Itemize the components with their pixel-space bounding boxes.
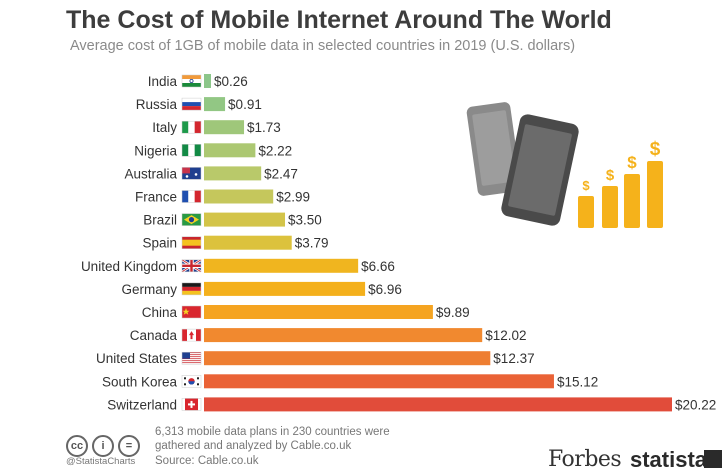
flag-france-icon	[181, 190, 202, 203]
value-label: $2.99	[276, 190, 310, 205]
flag-nigeria-icon	[181, 144, 202, 157]
flag-uk-icon	[181, 258, 202, 273]
category-label: Italy	[152, 120, 177, 135]
flag-usa-icon	[181, 351, 202, 365]
category-label: South Korea	[102, 374, 178, 389]
category-label: France	[135, 190, 177, 205]
flag-russia-icon	[181, 97, 202, 111]
bar	[204, 189, 274, 204]
bar	[204, 235, 292, 250]
value-label: $2.22	[258, 143, 292, 158]
statista-handle: @StatistaCharts	[66, 456, 136, 467]
category-label: Russia	[136, 97, 178, 112]
category-label: Spain	[142, 236, 177, 251]
bar	[204, 74, 211, 88]
category-label: Germany	[121, 282, 177, 297]
flag-canada-icon	[181, 328, 202, 342]
category-label: United States	[96, 351, 177, 366]
flag-switzerland-icon	[181, 398, 202, 411]
flag-spain-icon	[181, 236, 202, 249]
source-text: Source: Cable.co.uk	[155, 455, 259, 467]
value-label: $12.37	[493, 351, 534, 366]
category-label: Brazil	[143, 213, 177, 228]
cc-license-icon: cc	[66, 435, 88, 457]
value-label: $9.89	[436, 305, 470, 320]
category-label: Nigeria	[134, 143, 177, 158]
bar	[204, 166, 262, 181]
bar	[204, 328, 483, 343]
value-label: $20.22	[675, 397, 716, 412]
value-label: $6.66	[361, 259, 395, 274]
category-label: Canada	[130, 328, 178, 343]
category-label: China	[142, 305, 178, 320]
value-label: $3.79	[295, 236, 329, 251]
bar	[204, 397, 672, 412]
category-label: Australia	[124, 166, 177, 181]
bar	[204, 374, 554, 389]
chart-subtitle: Average cost of 1GB of mobile data in se…	[70, 38, 576, 54]
value-label: $12.02	[485, 328, 526, 343]
svg-text:$: $	[650, 139, 661, 160]
bar	[204, 120, 245, 135]
value-label: $0.91	[228, 97, 262, 112]
bar	[204, 143, 256, 158]
flag-australia-icon	[181, 167, 202, 180]
svg-text:$: $	[582, 178, 590, 193]
phones-and-dollar-bars-icon: $ $ $ $	[466, 102, 663, 228]
bar	[204, 305, 433, 319]
forbes-logo: Forbes	[548, 447, 622, 472]
value-label: $3.50	[288, 213, 322, 228]
flag-germany-icon	[181, 282, 202, 296]
statista-mark-icon	[704, 450, 722, 468]
value-label: $0.26	[214, 74, 248, 89]
statista-logo: statista	[630, 447, 708, 472]
bar	[204, 212, 286, 227]
category-label: United Kingdom	[81, 259, 177, 274]
flag-india-icon	[181, 74, 202, 88]
value-label: $1.73	[247, 120, 281, 135]
value-label: $2.47	[264, 166, 298, 181]
attribution-icon: i	[92, 435, 114, 457]
svg-text:$: $	[606, 167, 615, 184]
no-derivatives-icon: =	[118, 435, 140, 457]
svg-text:$: $	[627, 153, 637, 172]
category-label: Switzerland	[107, 397, 177, 412]
chart-title: The Cost of Mobile Internet Around The W…	[66, 6, 612, 34]
bar	[204, 351, 491, 366]
bar	[204, 281, 366, 296]
value-label: $6.96	[368, 282, 402, 297]
flag-italy-icon	[181, 120, 202, 134]
flag-south-korea-icon	[181, 375, 202, 388]
footer-note: 6,313 mobile data plans in 230 countries…	[155, 426, 390, 452]
bar	[204, 97, 226, 112]
flag-brazil-icon	[181, 213, 202, 226]
bar	[204, 258, 359, 273]
category-label: India	[148, 74, 178, 89]
flag-china-icon	[181, 305, 202, 319]
value-label: $15.12	[557, 374, 598, 389]
